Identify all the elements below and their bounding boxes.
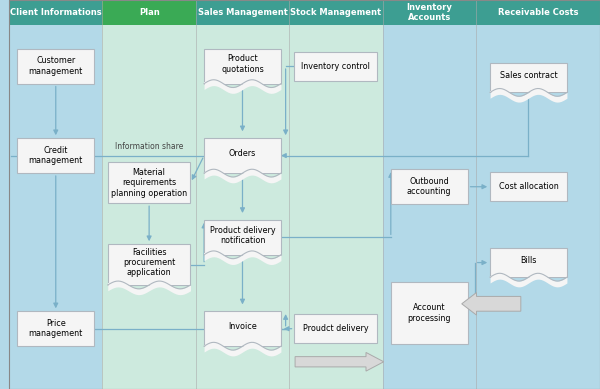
Bar: [9, 0, 103, 389]
FancyBboxPatch shape: [391, 282, 467, 344]
FancyBboxPatch shape: [490, 248, 567, 277]
Bar: [289, 0, 383, 389]
FancyBboxPatch shape: [108, 244, 190, 285]
Bar: [103, 0, 196, 389]
Bar: [383, 0, 476, 25]
Text: Inventory control: Inventory control: [301, 61, 370, 71]
FancyBboxPatch shape: [204, 49, 281, 84]
Polygon shape: [204, 253, 281, 255]
FancyArrow shape: [295, 352, 384, 371]
Polygon shape: [490, 275, 567, 277]
Bar: [476, 0, 600, 25]
Text: Invoice: Invoice: [228, 322, 257, 331]
FancyBboxPatch shape: [490, 172, 567, 202]
FancyBboxPatch shape: [17, 49, 94, 84]
FancyBboxPatch shape: [295, 52, 377, 81]
Text: Sales contract: Sales contract: [500, 71, 557, 81]
Text: Inventory
Accounts: Inventory Accounts: [406, 3, 452, 22]
FancyBboxPatch shape: [204, 220, 281, 255]
Text: Product
quotations: Product quotations: [221, 54, 264, 74]
FancyBboxPatch shape: [295, 314, 377, 343]
FancyBboxPatch shape: [204, 138, 281, 173]
FancyBboxPatch shape: [490, 63, 567, 93]
FancyArrow shape: [462, 293, 521, 315]
Bar: [196, 0, 289, 389]
Text: Stock Management: Stock Management: [290, 8, 382, 17]
Text: Orders: Orders: [229, 149, 256, 158]
FancyBboxPatch shape: [17, 311, 94, 346]
Bar: [383, 0, 476, 389]
Bar: [476, 0, 600, 389]
Text: Price
management: Price management: [29, 319, 83, 338]
Polygon shape: [204, 172, 281, 173]
FancyBboxPatch shape: [204, 311, 281, 346]
Bar: [9, 0, 103, 25]
Text: Bills: Bills: [520, 256, 536, 265]
Bar: [196, 0, 289, 25]
Text: Information share: Information share: [115, 142, 184, 151]
Text: Credit
management: Credit management: [29, 146, 83, 165]
Text: Client Informations: Client Informations: [10, 8, 101, 17]
Text: Product delivery
notification: Product delivery notification: [209, 226, 275, 245]
Bar: [289, 0, 383, 25]
Text: Receivable Costs: Receivable Costs: [498, 8, 578, 17]
Text: Plan: Plan: [139, 8, 160, 17]
Text: Facilities
procurement
application: Facilities procurement application: [123, 248, 175, 277]
Polygon shape: [204, 345, 281, 346]
Text: Customer
management: Customer management: [29, 56, 83, 76]
Polygon shape: [108, 283, 190, 285]
FancyBboxPatch shape: [391, 169, 467, 204]
Bar: [103, 0, 196, 25]
Text: Outbound
accounting: Outbound accounting: [407, 177, 451, 196]
FancyBboxPatch shape: [17, 138, 94, 173]
Polygon shape: [490, 91, 567, 93]
Text: Cost allocation: Cost allocation: [499, 182, 559, 191]
Text: Account
processing: Account processing: [407, 303, 451, 323]
Text: Sales Management: Sales Management: [197, 8, 287, 17]
Text: Proudct delivery: Proudct delivery: [303, 324, 368, 333]
Polygon shape: [204, 82, 281, 84]
Text: Material
requirements
planning operation: Material requirements planning operation: [111, 168, 187, 198]
FancyBboxPatch shape: [108, 163, 190, 203]
